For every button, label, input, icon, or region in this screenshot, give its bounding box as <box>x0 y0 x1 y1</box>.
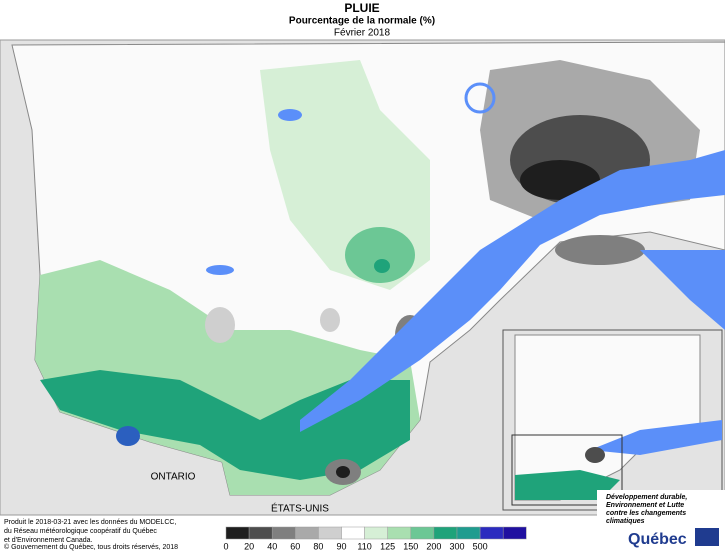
legend-swatch <box>295 526 319 540</box>
label-usa: ÉTATS-UNIS <box>271 502 329 515</box>
logo-ministry: Environnement et Lutte <box>606 502 684 509</box>
label-ontario: ONTARIO <box>151 472 196 483</box>
legend-label: 125 <box>380 541 395 551</box>
legend-label: 200 <box>426 541 441 551</box>
legend-swatch <box>410 526 435 540</box>
legend-swatch <box>433 526 458 540</box>
legend-swatch <box>271 526 296 540</box>
credit-line: du Réseau météorologique coopératif du Q… <box>4 528 157 535</box>
legend-swatch <box>364 526 388 540</box>
credit-line: © Gouvernement du Québec, tous droits ré… <box>4 543 178 551</box>
legend-swatch <box>341 526 365 540</box>
legend-label: 0 <box>223 541 228 551</box>
legend-label: 80 <box>313 541 323 551</box>
legend-label: 500 <box>473 541 488 551</box>
credits: Produit le 2018-03-21 avec les données d… <box>4 519 178 551</box>
credit-line: et d'Environnement Canada. <box>4 537 93 544</box>
logo-name: Québec <box>628 531 687 548</box>
legend: 0 20 40 60 80 90 110 125 150 200 300 500 <box>223 526 527 551</box>
period: Février 2018 <box>334 28 391 39</box>
legend-label: 150 <box>403 541 418 551</box>
subtitle: Pourcentage de la normale (%) <box>289 16 435 27</box>
legend-label: 60 <box>290 541 300 551</box>
legend-label: 300 <box>449 541 464 551</box>
legend-label: 110 <box>357 541 371 551</box>
legend-label: 20 <box>244 541 254 551</box>
legend-label: 40 <box>267 541 277 551</box>
logo-ministry: climatiques <box>606 518 645 525</box>
legend-swatch <box>387 526 412 540</box>
legend-swatch <box>225 526 250 540</box>
legend-swatch <box>248 526 273 540</box>
logo: Développement durable,Environnement et L… <box>597 490 725 552</box>
legend-swatch <box>456 526 481 540</box>
legend-swatch <box>318 526 342 540</box>
credit-line: Produit le 2018-03-21 avec les données d… <box>4 519 176 526</box>
title: PLUIE <box>344 1 379 15</box>
legend-label: 90 <box>336 541 346 551</box>
legend-swatch <box>479 526 504 540</box>
legend-swatch <box>502 526 527 540</box>
logo-ministry: Développement durable, <box>606 494 687 501</box>
map <box>0 39 725 516</box>
logo-ministry: contre les changements <box>606 510 686 517</box>
